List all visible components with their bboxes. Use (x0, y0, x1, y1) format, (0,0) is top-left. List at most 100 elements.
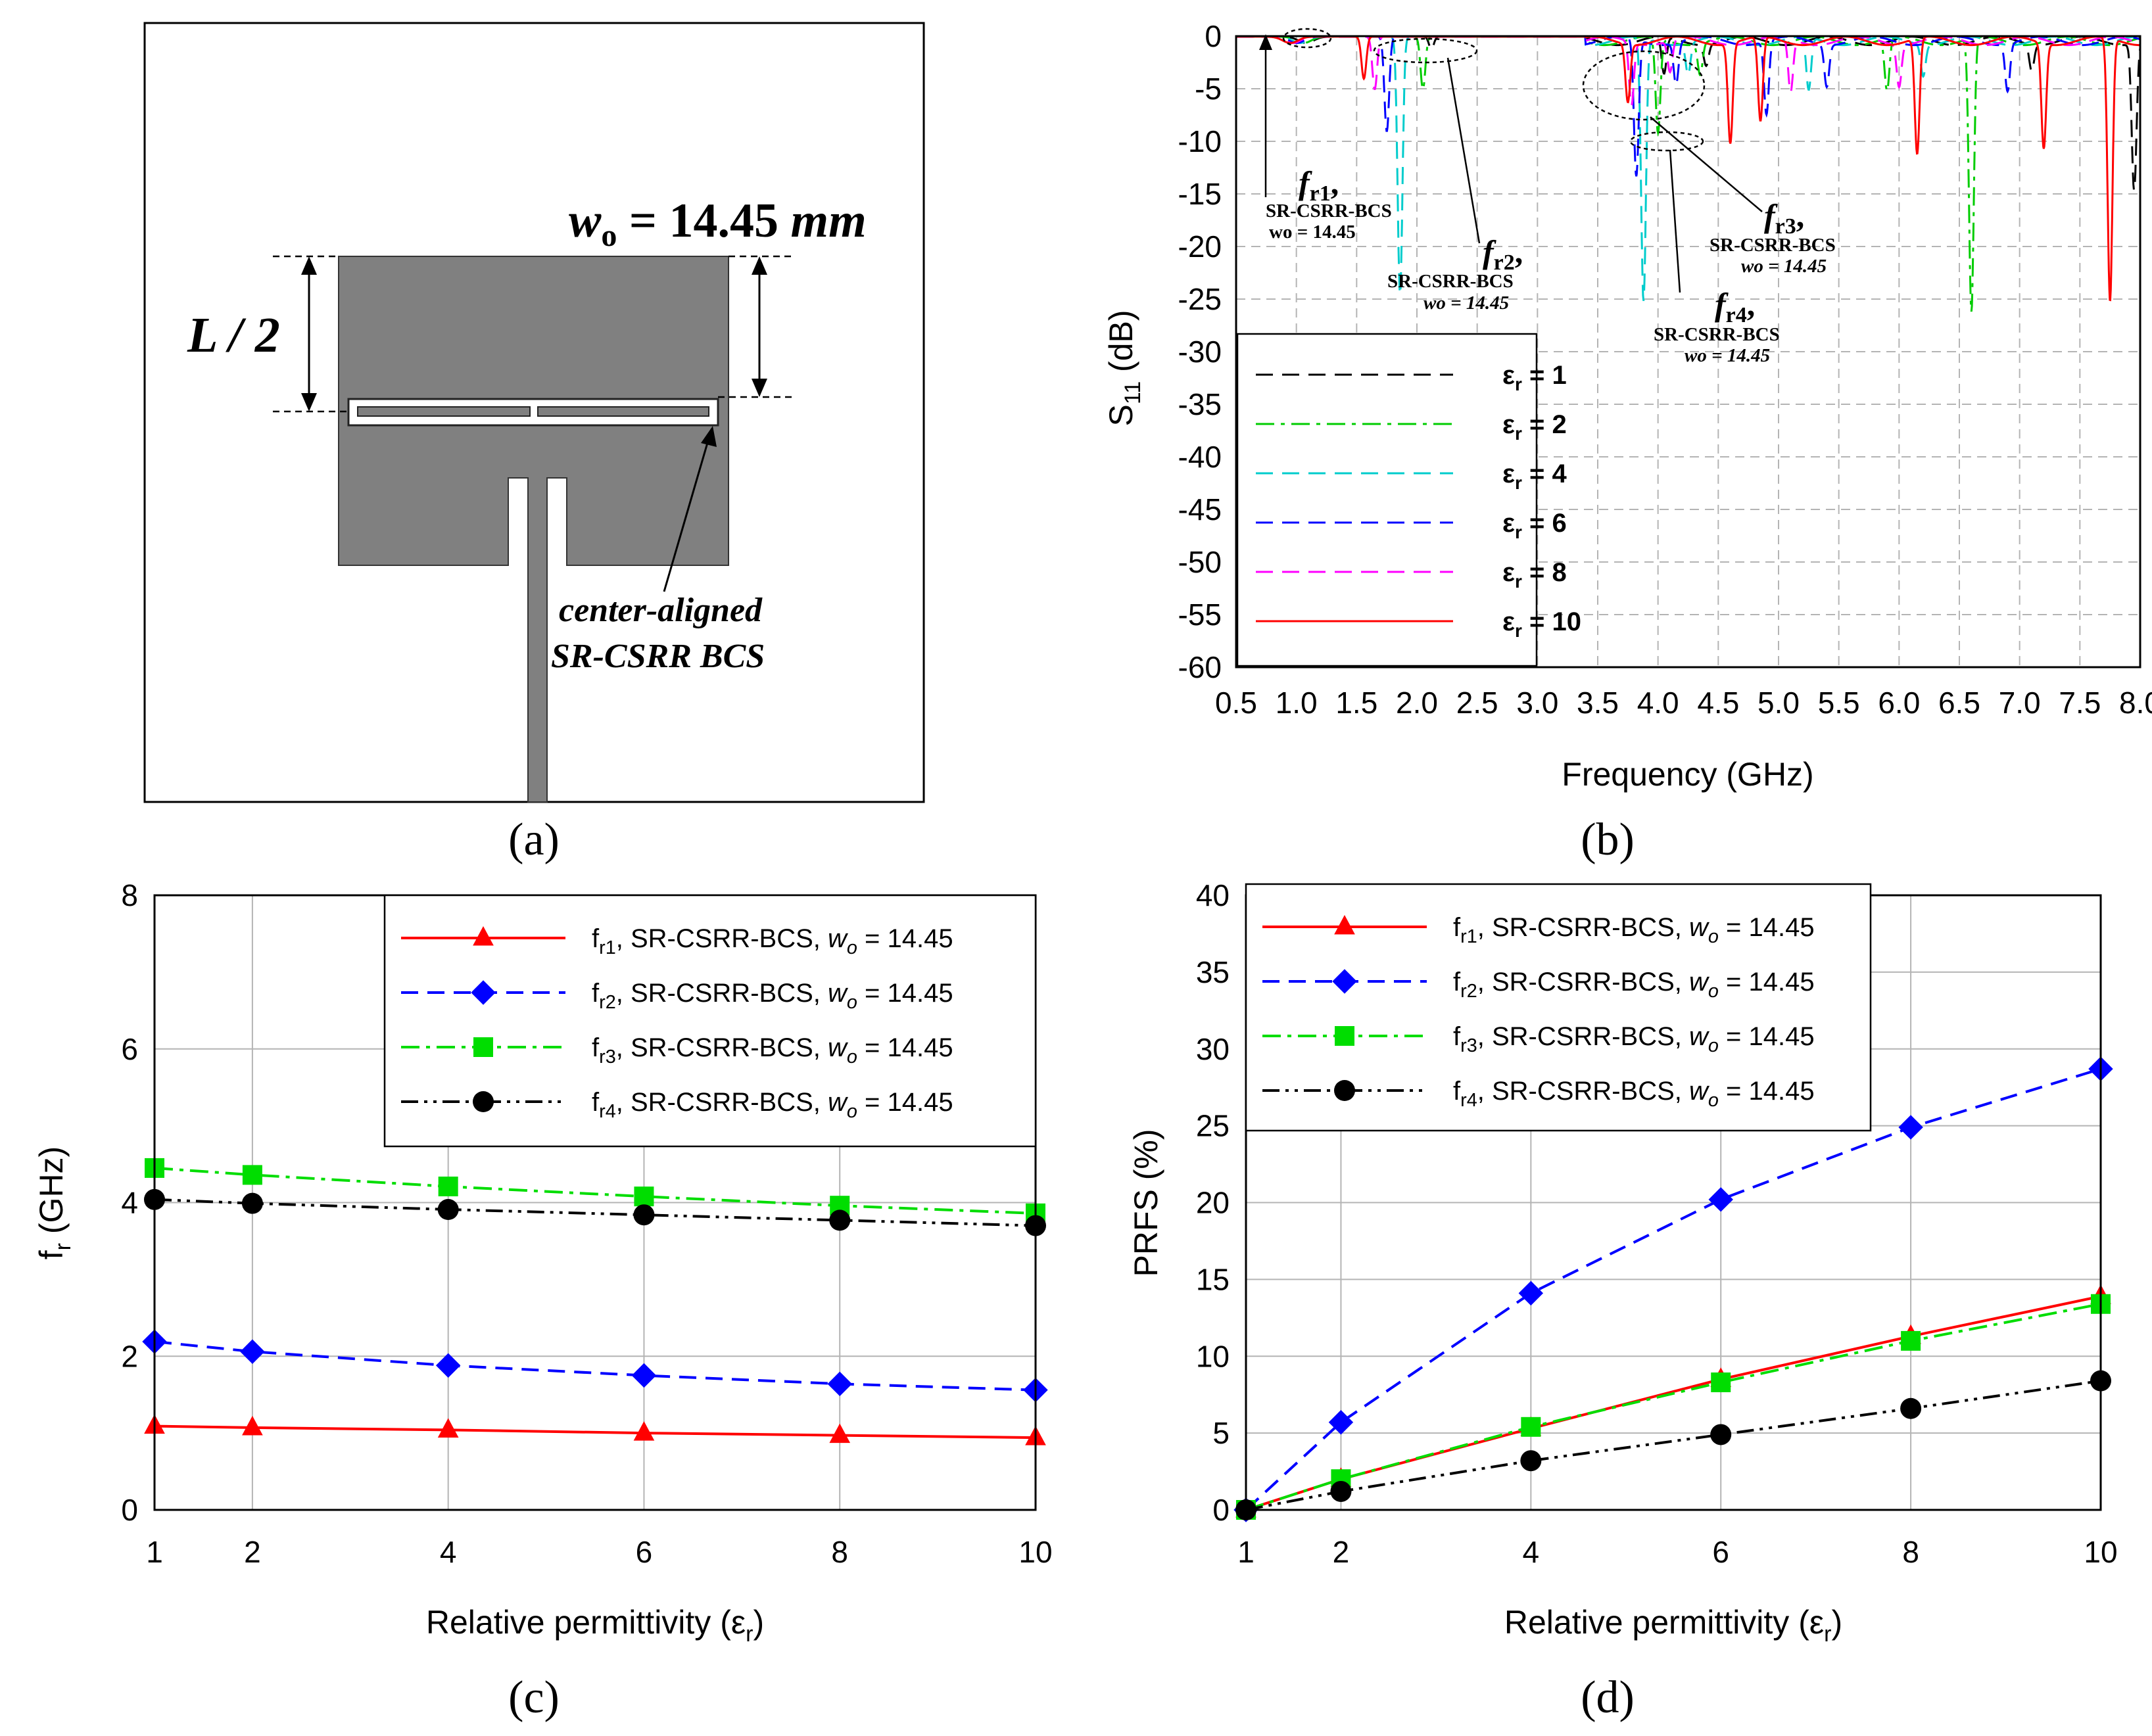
prfs-legend-marker-2 (1332, 969, 1357, 994)
prfs-y-ticks: 0 5 10 15 20 25 30 35 40 (1196, 878, 1230, 1527)
prfs-series-4-point (1330, 1480, 1352, 1502)
s11-x-tick-label: 3.5 (1577, 686, 1619, 720)
prfs-series-2-point (1518, 1280, 1544, 1306)
s11-x-tick-label: 2.0 (1396, 686, 1438, 720)
annotation-line1: center-aligned (559, 592, 763, 629)
prfs-series-3-point (1521, 1417, 1541, 1437)
fr-legend-marker-2 (471, 980, 496, 1005)
fr1-marker-ellipse (1282, 28, 1332, 49)
s11-chart: 0.5 1.0 1.5 2.0 2.5 3.0 3.5 4.0 4.5 5.0 5.5 6.0 6.5 7… (1103, 19, 2152, 793)
s11-x-tick-label: 5.0 (1757, 686, 1800, 720)
fr-legend-marker-4 (473, 1091, 494, 1112)
s11-y-tick-label: 0 (1205, 19, 1222, 53)
s11-plot-frame (1235, 35, 2141, 669)
fr-x-tick-label: 1 (146, 1535, 163, 1569)
fr3-leader (1650, 116, 1763, 212)
s11-y-tick-label: -50 (1178, 545, 1222, 579)
prfs-series-4-point (1520, 1450, 1542, 1472)
prfs-legend-label-4: fr4, SR-CSRR-BCS, wo = 14.45 (1453, 1077, 1815, 1111)
s11-legend (1236, 333, 1538, 667)
fr-legend-label-4: fr4, SR-CSRR-BCS, wo = 14.45 (592, 1088, 953, 1122)
s11-x-ticks: 0.5 1.0 1.5 2.0 2.5 3.0 3.5 4.0 4.5 5.0 5.5 6.0 6.5 7… (1215, 686, 2152, 720)
panel-label-b: (b) (1581, 814, 1635, 865)
fr-series-4-point (437, 1199, 459, 1221)
prfs-series-4-point (1710, 1424, 1732, 1445)
s11-y-tick-label: -45 (1178, 492, 1222, 527)
fr-series-4-point (829, 1209, 851, 1231)
fr1-annotation-line2: SR-CSRR-BCS (1266, 200, 1392, 222)
fr-y-axis-label: fr (GHz) (33, 1146, 76, 1259)
fr-series (142, 1158, 1048, 1445)
prfs-y-tick-label: 5 (1212, 1416, 1230, 1450)
fr-series-2-point (240, 1339, 265, 1364)
s11-curves (1236, 35, 2141, 312)
fr-series-line-3 (154, 1166, 1036, 1215)
width-label: wo = 14.45 mm (569, 194, 867, 253)
fr4-marker-ellipse (1629, 131, 1704, 152)
fr-series-2-point (631, 1363, 657, 1388)
s11-x-tick-label: 7.5 (2059, 686, 2101, 720)
fr-x-tick-label: 2 (244, 1535, 261, 1569)
fr2-annotation-line3: wo = 14.45 (1423, 293, 1509, 314)
s11-y-tick-label: -35 (1178, 387, 1222, 421)
prfs-y-tick-label: 0 (1212, 1493, 1230, 1527)
fr3-annotation-line3: wo = 14.45 (1741, 256, 1827, 277)
prfs-series-3-point (1711, 1372, 1731, 1392)
prfs-y-tick-label: 15 (1196, 1262, 1230, 1296)
s11-x-tick-label: 4.5 (1697, 686, 1739, 720)
fr-y-tick-label: 2 (121, 1339, 138, 1373)
s11-x-tick-label: 6.5 (1938, 686, 1980, 720)
prfs-y-axis-label: PRFS (%) (1128, 1129, 1164, 1277)
s11-x-tick-label: 1.0 (1276, 686, 1318, 720)
s11-x-tick-label: 1.5 (1335, 686, 1377, 720)
s11-legend-label-5: εr = 8 (1502, 558, 1567, 592)
arrowhead (301, 256, 317, 275)
s11-y-tick-label: -20 (1178, 229, 1222, 264)
s11-y-tick-label: -25 (1178, 282, 1222, 316)
fr-legend-marker-1 (473, 926, 494, 946)
fr4-annotation-title: fr4, (1715, 286, 1755, 327)
prfs-y-tick-label: 40 (1196, 878, 1230, 912)
fr3-annotation-title: fr3, (1764, 197, 1804, 239)
fr-series-3-point (242, 1165, 262, 1185)
fr-series-3-point (438, 1176, 458, 1196)
arrowhead (752, 379, 767, 397)
s11-legend-label-3: εr = 4 (1502, 459, 1567, 493)
prfs-legend-marker-3 (1335, 1026, 1354, 1046)
prfs-legend-label-2: fr2, SR-CSRR-BCS, wo = 14.45 (1453, 968, 1815, 1002)
fr2-annotation-line2: SR-CSRR-BCS (1387, 271, 1514, 292)
fr3-marker-ellipse (1582, 50, 1706, 121)
s11-y-tick-label: -10 (1178, 124, 1222, 158)
s11-legend-label-4: εr = 6 (1502, 509, 1567, 542)
fr-x-tick-label: 8 (831, 1535, 848, 1569)
s11-legend-label-2: εr = 2 (1502, 410, 1567, 444)
fr-x-tick-label: 4 (440, 1535, 457, 1569)
s11-series-er5 (1236, 35, 2141, 108)
fr-x-tick-label: 6 (636, 1535, 653, 1569)
fr-y-tick-label: 4 (121, 1186, 138, 1220)
fr-series-1-point (829, 1423, 851, 1443)
prfs-x-axis-label: Relative permittivity (εr) (1504, 1604, 1842, 1647)
prfs-series-2-point (1898, 1115, 1923, 1140)
fr-legend-label-2: fr2, SR-CSRR-BCS, wo = 14.45 (592, 979, 953, 1013)
s11-series-er6 (1236, 35, 2140, 302)
fr-y-ticks: 0 2 4 6 8 (121, 878, 138, 1527)
s11-y-tick-label: -5 (1195, 72, 1222, 106)
prfs-y-tick-label: 30 (1196, 1032, 1230, 1066)
s11-x-tick-label: 5.5 (1818, 686, 1860, 720)
s11-legend-label-6: εr = 10 (1502, 607, 1581, 641)
s11-x-tick-label: 7.0 (1999, 686, 2041, 720)
fr-series-4-point (241, 1192, 263, 1214)
fr1-annotation-line3: wo = 14.45 (1269, 222, 1356, 243)
patch-radiator (338, 256, 729, 803)
arrowhead (301, 393, 317, 411)
annotation-leader (663, 433, 711, 592)
antenna-diagram: wo = 14.45 mm L / 2 center-aligned SR-CS… (143, 22, 925, 803)
s11-series-er4 (1236, 35, 2141, 177)
s11-legend-label-1: εr = 1 (1502, 361, 1567, 394)
s11-y-tick-label: -55 (1178, 598, 1222, 632)
fr-legend-label-1: fr1, SR-CSRR-BCS, wo = 14.45 (592, 924, 953, 958)
prfs-y-tick-label: 25 (1196, 1109, 1230, 1143)
s11-x-tick-label: 3.0 (1516, 686, 1558, 720)
